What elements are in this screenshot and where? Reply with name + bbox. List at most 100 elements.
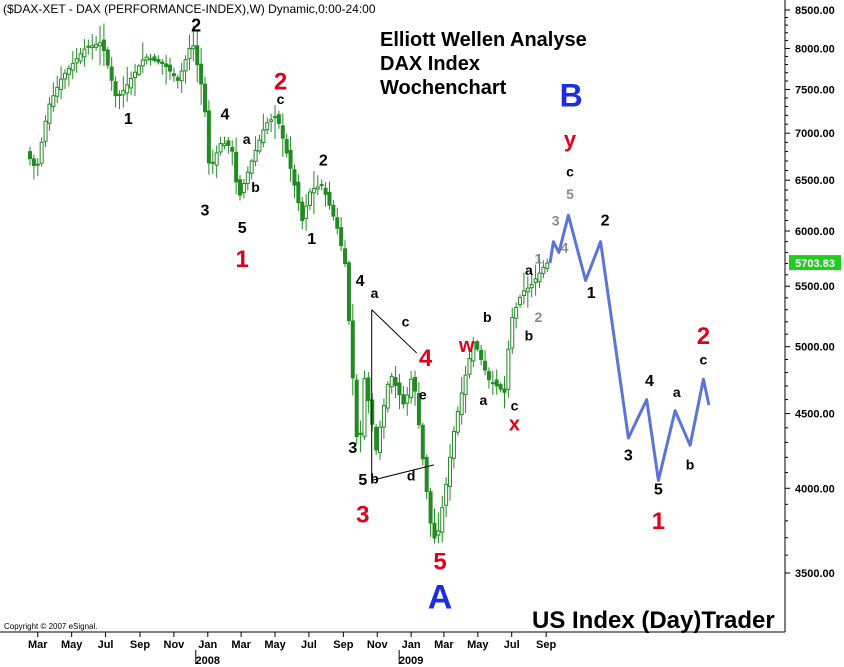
candle-body	[393, 377, 398, 386]
wave-label: a	[371, 285, 379, 301]
wave-label: 3	[201, 202, 210, 219]
candle-body	[521, 290, 526, 296]
x-tick-label: Sep	[536, 639, 556, 651]
candle-body	[269, 119, 274, 122]
candle-body	[74, 58, 79, 64]
candle-body	[308, 191, 313, 206]
candle-body	[315, 186, 320, 190]
candle-body	[105, 49, 110, 66]
candle-body	[284, 139, 289, 154]
triangle-pattern	[371, 309, 435, 481]
wave-label: 2	[601, 213, 610, 230]
candle-body	[234, 151, 239, 183]
wave-label: 1	[534, 251, 542, 267]
y-tick-label: 7000.00	[795, 128, 835, 140]
candle-body	[144, 56, 149, 61]
wave-label: a	[243, 131, 251, 147]
x-tick-label: Mar	[28, 639, 48, 651]
candle-body	[339, 227, 344, 247]
analysis-title-line-1: Elliott Wellen Analyse	[380, 29, 587, 51]
candle-body	[440, 507, 445, 533]
candle-body	[311, 188, 316, 194]
candle-body	[241, 182, 246, 194]
wave-label: d	[407, 467, 416, 483]
candle-body	[253, 149, 258, 162]
candle-body	[117, 94, 122, 97]
y-axis: 3500.00 4000.00 4500.00 5000.00 5500.00 6000.…	[785, 5, 835, 580]
candle-body	[529, 284, 534, 289]
y-tick-label: 5500.00	[795, 281, 835, 293]
wave-label: 3	[356, 501, 369, 528]
candle-body	[385, 383, 390, 409]
candle-body	[436, 530, 441, 536]
x-tick-label: Mar	[434, 639, 454, 651]
x-tick-label: Jul	[98, 639, 114, 651]
candle-body	[31, 158, 36, 166]
projection-line	[548, 213, 711, 482]
candle-body	[514, 306, 519, 319]
x-tick-label: May	[61, 639, 83, 651]
wave-label: 1	[587, 285, 596, 302]
candle-body	[525, 287, 530, 293]
candle-body	[358, 432, 363, 435]
last-price-label: 5703.83	[795, 258, 835, 270]
wave-label: b	[686, 457, 695, 473]
y-tick-label: 4000.00	[795, 483, 835, 495]
triangle-upper-line	[371, 309, 418, 354]
candle-body	[148, 58, 153, 61]
candle-body	[374, 426, 379, 451]
candle-body	[432, 522, 437, 539]
candle-body	[70, 63, 75, 71]
candle-body	[300, 201, 305, 222]
candle-body	[257, 139, 262, 152]
candle-body	[203, 83, 208, 113]
wave-label: 2	[319, 153, 328, 170]
x-year-label: 2008	[196, 655, 220, 667]
candle-body	[428, 491, 433, 524]
candle-body	[518, 297, 523, 306]
y-tick-label: 5000.00	[795, 342, 835, 354]
triangle-lower-line	[371, 464, 435, 481]
wave-label: 1	[652, 508, 665, 535]
candle-body	[179, 70, 184, 82]
wave-label: 4	[645, 373, 654, 390]
candle-body	[39, 141, 44, 164]
candle-body	[82, 48, 87, 58]
wave-label: a	[673, 384, 681, 400]
candle-body	[156, 59, 161, 63]
candle-body	[218, 143, 223, 153]
candle-body	[420, 424, 425, 460]
candle-body	[335, 217, 340, 229]
candle-body	[187, 47, 192, 60]
y-tick-label: 6000.00	[795, 226, 835, 238]
candle-body	[98, 42, 103, 47]
candle-body	[78, 53, 83, 62]
candle-body	[416, 393, 421, 426]
candle-body	[510, 316, 515, 349]
wave-label: B	[560, 78, 583, 114]
candle-body	[238, 179, 243, 196]
x-axis: Mar May Jul Sep Nov Jan Mar May Jul Sep Nov Jan Mar M…	[28, 632, 557, 667]
candle-body	[94, 43, 99, 48]
wave-label: a	[525, 262, 533, 278]
candle-body	[86, 45, 91, 48]
candle-body	[55, 86, 60, 97]
x-tick-label: Jul	[504, 639, 520, 651]
candle-body	[265, 122, 270, 131]
candle-body	[350, 320, 355, 379]
candle-body	[296, 181, 301, 204]
wave-label: 5	[566, 186, 574, 202]
candle-body	[467, 358, 472, 375]
x-tick-label: Jan	[198, 639, 217, 651]
candle-body	[502, 388, 507, 393]
wave-label: 4	[561, 240, 569, 256]
wave-label: 1	[124, 111, 133, 128]
y-tick-label: 8500.00	[795, 5, 835, 17]
candle-body	[327, 191, 332, 206]
wave-label: c	[277, 91, 285, 107]
candle-body	[448, 456, 453, 487]
candle-body	[43, 120, 48, 142]
candle-body	[319, 184, 324, 187]
